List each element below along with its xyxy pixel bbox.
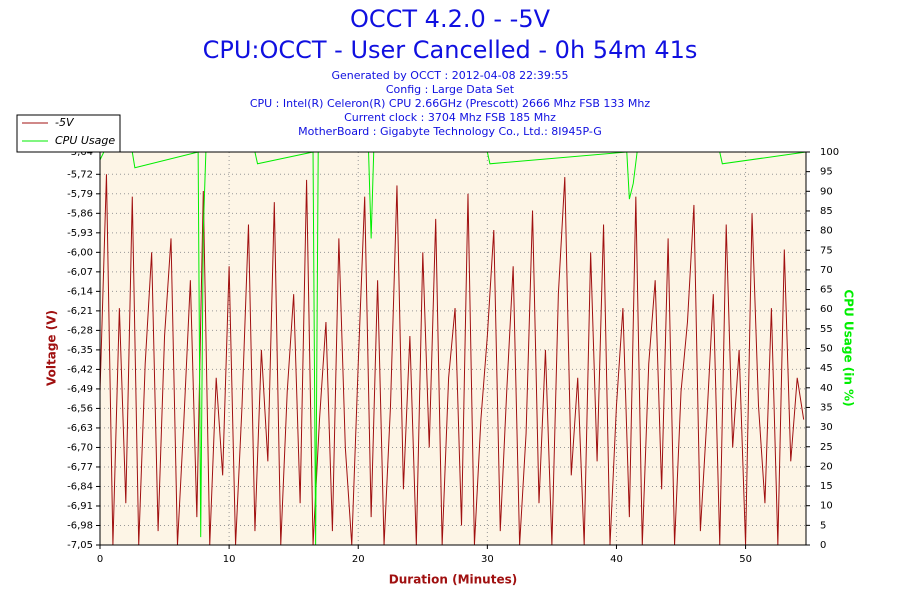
legend-label: -5V bbox=[55, 116, 75, 129]
y2-tick-label: 95 bbox=[820, 167, 833, 178]
y-tick-label: -6,00 bbox=[67, 247, 93, 258]
y-tick-label: -5,79 bbox=[67, 189, 93, 200]
y-tick-label: -5,86 bbox=[67, 208, 93, 219]
x-tick-label: 0 bbox=[97, 554, 103, 565]
info-line: MotherBoard : Gigabyte Technology Co., L… bbox=[298, 125, 602, 138]
x-tick-label: 40 bbox=[610, 554, 623, 565]
y2-tick-label: 70 bbox=[820, 265, 833, 276]
y2-tick-label: 10 bbox=[820, 501, 833, 512]
x-axis-title: Duration (Minutes) bbox=[389, 573, 517, 587]
x-tick-label: 30 bbox=[481, 554, 494, 565]
y-tick-label: -6,77 bbox=[67, 462, 93, 473]
info-line: Current clock : 3704 Mhz FSB 185 Mhz bbox=[344, 111, 556, 124]
y-tick-label: -6,98 bbox=[67, 520, 93, 531]
legend-label: CPU Usage bbox=[55, 134, 115, 147]
y2-tick-label: 75 bbox=[820, 245, 833, 256]
y-tick-label: -6,70 bbox=[67, 442, 93, 453]
info-line: Config : Large Data Set bbox=[386, 83, 515, 96]
legend: -5V CPU Usage bbox=[16, 114, 121, 153]
axes: -7,05 -6,98 -6,91 -6,84 -6,77 -6,70 -6,63 -6,56… bbox=[67, 147, 839, 565]
y2-tick-label: 90 bbox=[820, 186, 833, 197]
plot-frame bbox=[99, 151, 807, 546]
y2-tick-label: 80 bbox=[820, 226, 833, 237]
y2-tick-label: 45 bbox=[820, 363, 833, 374]
legend-box bbox=[16, 114, 121, 153]
y2-tick-label: 60 bbox=[820, 304, 833, 315]
info-line: CPU : Intel(R) Celeron(R) CPU 2.66GHz (P… bbox=[250, 97, 651, 110]
y2-tick-label: 0 bbox=[820, 540, 826, 551]
y2-tick-label: 15 bbox=[820, 481, 833, 492]
y2-tick-label: 25 bbox=[820, 442, 833, 453]
y2-tick-label: 30 bbox=[820, 422, 833, 433]
plot-area bbox=[100, 152, 806, 545]
y-tick-label: -6,07 bbox=[67, 267, 93, 278]
y-tick-label: -6,63 bbox=[67, 423, 93, 434]
y-tick-label: -6,35 bbox=[67, 345, 93, 356]
y-tick-label: -6,42 bbox=[67, 364, 93, 375]
y-tick-label: -6,56 bbox=[67, 403, 93, 414]
y-tick-label: -5,93 bbox=[67, 228, 93, 239]
x-tick-label: 50 bbox=[739, 554, 752, 565]
y2-tick-label: 50 bbox=[820, 344, 833, 355]
y-tick-label: -7,05 bbox=[67, 540, 93, 551]
y-tick-label: -6,28 bbox=[67, 325, 93, 336]
y-tick-label: -6,49 bbox=[67, 384, 93, 395]
x-tick-label: 10 bbox=[223, 554, 236, 565]
chart-title: OCCT 4.2.0 - -5V bbox=[350, 5, 551, 33]
series-line bbox=[99, 174, 805, 546]
y2-tick-label: 85 bbox=[820, 206, 833, 217]
y2-tick-label: 5 bbox=[820, 520, 826, 531]
y-tick-label: -6,14 bbox=[67, 286, 93, 297]
y-tick-label: -6,91 bbox=[67, 501, 93, 512]
y-tick-label: -5,72 bbox=[67, 169, 93, 180]
y2-tick-label: 55 bbox=[820, 324, 833, 335]
y2-axis-title: CPU Usage (in %) bbox=[842, 289, 856, 406]
y2-tick-label: 40 bbox=[820, 383, 833, 394]
y2-tick-label: 20 bbox=[820, 461, 833, 472]
y2-tick-label: 100 bbox=[820, 147, 839, 158]
y-tick-label: -6,21 bbox=[67, 306, 93, 317]
chart-subtitle: CPU:OCCT - User Cancelled - 0h 54m 41s bbox=[203, 36, 698, 64]
y2-tick-label: 65 bbox=[820, 285, 833, 296]
y-tick-label: -6,84 bbox=[67, 481, 93, 492]
info-line: Generated by OCCT : 2012-04-08 22:39:55 bbox=[331, 69, 568, 82]
x-tick-label: 20 bbox=[352, 554, 365, 565]
y2-tick-label: 35 bbox=[820, 402, 833, 413]
y-axis-title: Voltage (V) bbox=[45, 310, 59, 386]
